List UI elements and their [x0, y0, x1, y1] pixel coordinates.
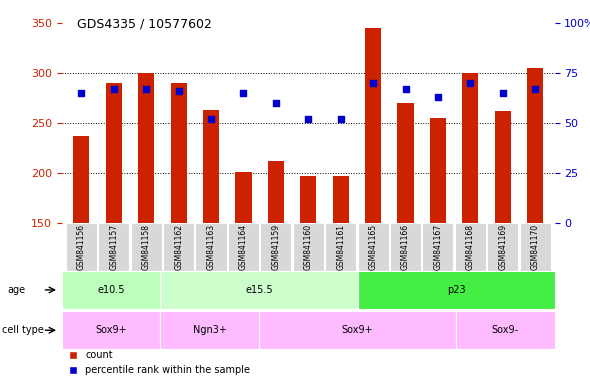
Text: GSM841166: GSM841166: [401, 223, 410, 270]
Text: Sox9-: Sox9-: [492, 325, 519, 335]
Bar: [430, 118, 446, 223]
Bar: [260, 223, 291, 271]
Bar: [160, 271, 358, 309]
Point: [239, 90, 248, 96]
Point: [498, 90, 507, 96]
Point: [368, 80, 378, 86]
Bar: [422, 223, 454, 271]
Bar: [358, 271, 555, 309]
Text: cell type: cell type: [2, 325, 44, 335]
Text: GSM841160: GSM841160: [304, 223, 313, 270]
Text: Sox9+: Sox9+: [96, 325, 127, 335]
Bar: [235, 172, 251, 223]
Text: GSM841157: GSM841157: [109, 223, 119, 270]
Bar: [163, 223, 194, 271]
Point: [303, 116, 313, 122]
Text: GSM841161: GSM841161: [336, 224, 345, 270]
Bar: [203, 110, 219, 223]
Point: [401, 86, 410, 92]
Bar: [456, 311, 555, 349]
Text: GSM841163: GSM841163: [206, 223, 215, 270]
Text: GSM841162: GSM841162: [174, 224, 183, 270]
Text: Sox9+: Sox9+: [342, 325, 373, 335]
Bar: [358, 223, 389, 271]
Bar: [66, 223, 97, 271]
Bar: [73, 136, 90, 223]
Text: GSM841159: GSM841159: [271, 223, 280, 270]
Bar: [62, 271, 160, 309]
Bar: [171, 83, 186, 223]
Bar: [62, 311, 160, 349]
Point: [77, 90, 86, 96]
Bar: [228, 223, 259, 271]
Bar: [160, 311, 259, 349]
Bar: [333, 176, 349, 223]
Text: p23: p23: [447, 285, 466, 295]
Bar: [259, 311, 456, 349]
Bar: [494, 111, 511, 223]
Point: [271, 100, 281, 106]
Bar: [195, 223, 227, 271]
Text: e10.5: e10.5: [97, 285, 125, 295]
Text: GSM841156: GSM841156: [77, 223, 86, 270]
Text: GSM841170: GSM841170: [530, 223, 540, 270]
Point: [109, 86, 119, 92]
Text: e15.5: e15.5: [245, 285, 273, 295]
Point: [336, 116, 345, 122]
Text: Ngn3+: Ngn3+: [193, 325, 227, 335]
Bar: [293, 223, 324, 271]
Bar: [130, 223, 162, 271]
Bar: [398, 103, 414, 223]
Bar: [390, 223, 421, 271]
Point: [530, 86, 540, 92]
Bar: [268, 161, 284, 223]
Text: GSM841158: GSM841158: [142, 224, 150, 270]
Bar: [455, 223, 486, 271]
Text: GSM841169: GSM841169: [498, 223, 507, 270]
Text: age: age: [7, 285, 25, 295]
Legend: count, percentile rank within the sample: count, percentile rank within the sample: [64, 346, 254, 379]
Bar: [106, 83, 122, 223]
Bar: [138, 73, 155, 223]
Bar: [520, 223, 550, 271]
Text: GSM841167: GSM841167: [434, 223, 442, 270]
Point: [174, 88, 183, 94]
Point: [433, 94, 442, 100]
Bar: [365, 28, 381, 223]
Bar: [462, 73, 478, 223]
Bar: [325, 223, 356, 271]
Text: GSM841168: GSM841168: [466, 224, 475, 270]
Text: GSM841164: GSM841164: [239, 223, 248, 270]
Bar: [527, 68, 543, 223]
Bar: [300, 176, 316, 223]
Point: [142, 86, 151, 92]
Point: [206, 116, 216, 122]
Text: GSM841165: GSM841165: [369, 223, 378, 270]
Bar: [99, 223, 129, 271]
Text: GDS4335 / 10577602: GDS4335 / 10577602: [77, 17, 212, 30]
Bar: [487, 223, 518, 271]
Point: [466, 80, 475, 86]
